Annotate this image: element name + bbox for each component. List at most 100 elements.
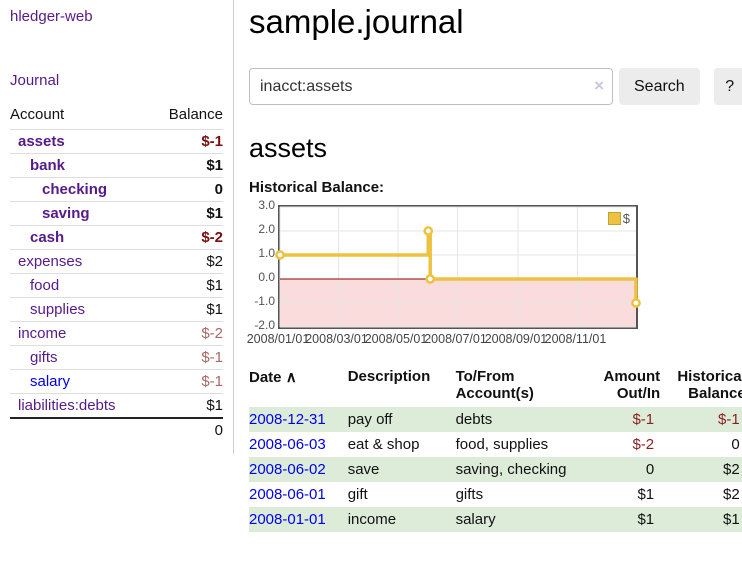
x-axis-tick-label: 2008/05/01 — [364, 332, 428, 346]
transaction-balance: $2 — [723, 461, 740, 478]
account-row: expenses $2 — [10, 249, 223, 274]
account-row: checking 0 — [10, 177, 223, 202]
transaction-accounts: food, supplies — [455, 436, 549, 453]
register-header[interactable]: Date ∧ — [249, 369, 297, 386]
main-content: sample.journal × Search ? assets Histori… — [234, 0, 742, 532]
account-row: salary $-1 — [10, 369, 223, 394]
account-balance: $2 — [150, 249, 223, 274]
account-balance: $-1 — [150, 129, 223, 154]
account-balance: 0 — [150, 177, 223, 202]
account-link[interactable]: cash — [30, 229, 65, 246]
x-axis-tick-label: 2008/03/01 — [305, 332, 368, 346]
search-input[interactable] — [249, 68, 613, 105]
transaction-description: pay off — [347, 411, 393, 428]
accounts-header-account: Account — [10, 106, 65, 123]
historical-balance-chart[interactable]: $3.0 2.0 1.0 0.0 -1.0 -2.0 2008/01/01 2008/03/0… — [247, 198, 742, 347]
account-balance: $1 — [150, 393, 223, 418]
transaction-amount: $1 — [637, 486, 655, 503]
account-balance: $1 — [150, 273, 223, 298]
y-axis-tick-label: -2.0 — [254, 318, 275, 332]
account-link[interactable]: saving — [42, 205, 90, 222]
account-link[interactable]: assets — [18, 133, 65, 150]
sidebar: hledger-web Journal Account Balance asse… — [0, 0, 234, 454]
sidebar-item-journal[interactable]: Journal — [10, 72, 60, 89]
transaction-date-link[interactable]: 2008-12-31 — [249, 411, 326, 428]
account-row: gifts $-1 — [10, 345, 223, 370]
account-heading: assets — [249, 133, 328, 163]
account-link[interactable]: checking — [42, 181, 108, 198]
transaction-row[interactable]: 2008-06-01 gift gifts $1 $2 — [249, 482, 742, 507]
transaction-row[interactable]: 2008-01-01 income salary $1 $1 — [249, 507, 742, 532]
transaction-row[interactable]: 2008-12-31 pay off debts $-1 $-1 — [249, 407, 742, 432]
x-axis-tick-label: 2008/11/01 — [544, 332, 607, 346]
account-row: cash $-2 — [10, 225, 223, 250]
chart-plot-area[interactable]: $ — [275, 205, 641, 329]
transaction-amount: $-1 — [632, 411, 655, 428]
transaction-accounts: gifts — [455, 486, 484, 503]
register-table: Date ∧ Description To/From Account(s) Amount… — [249, 366, 742, 532]
transaction-row[interactable]: 2008-06-03 eat & shop food, supplies $-2 0 — [249, 432, 742, 457]
transaction-balance: $1 — [723, 511, 740, 528]
accounts-total-value: 0 — [150, 417, 223, 442]
transaction-date-link[interactable]: 2008-01-01 — [249, 511, 326, 528]
x-axis-tick-label: 2008/09/01 — [484, 332, 548, 346]
account-balance: $-2 — [150, 321, 223, 346]
account-link[interactable]: supplies — [30, 301, 86, 318]
transaction-balance: $2 — [723, 486, 740, 503]
account-row: supplies $1 — [10, 297, 223, 322]
account-link[interactable]: gifts — [30, 349, 58, 366]
account-row: food $1 — [10, 273, 223, 298]
help-button[interactable]: ? — [713, 68, 742, 105]
chart-legend: $ — [605, 210, 632, 227]
account-row: assets $-1 — [10, 129, 223, 154]
clear-search-icon[interactable]: × — [594, 76, 604, 95]
search-button[interactable]: Search — [619, 68, 700, 105]
register-header: Historical Balance — [677, 368, 742, 402]
account-balance: $-2 — [150, 225, 223, 250]
register-header: To/From Account(s) — [455, 368, 534, 402]
account-balance: $-1 — [150, 369, 223, 394]
transaction-description: save — [347, 461, 380, 478]
chart-label: Historical Balance: — [249, 179, 385, 196]
transaction-date-link[interactable]: 2008-06-03 — [249, 436, 326, 453]
account-link[interactable]: liabilities:debts — [18, 397, 116, 414]
account-link[interactable]: income — [18, 325, 67, 342]
legend-swatch-icon — [607, 212, 621, 225]
transaction-row[interactable]: 2008-06-02 save saving, checking 0 $2 — [249, 457, 742, 482]
y-axis-tick-label: 2.0 — [258, 222, 275, 236]
account-link[interactable]: bank — [30, 157, 66, 174]
accounts-total-row: 0 — [10, 417, 223, 442]
transaction-balance: 0 — [731, 436, 740, 453]
y-axis-tick-label: 0.0 — [258, 270, 275, 284]
y-axis-tick-label: 3.0 — [258, 198, 275, 212]
account-link[interactable]: salary — [30, 373, 71, 390]
transaction-date-link[interactable]: 2008-06-01 — [249, 486, 326, 503]
transaction-description: income — [347, 511, 397, 528]
transaction-accounts: salary — [455, 511, 496, 528]
sort-asc-icon: ∧ — [285, 369, 297, 386]
app-title-link[interactable]: hledger-web — [10, 8, 93, 25]
transaction-accounts: debts — [455, 411, 493, 428]
register-header: Description — [347, 368, 431, 385]
account-balance: $1 — [150, 153, 223, 178]
transaction-date-link[interactable]: 2008-06-02 — [249, 461, 326, 478]
accounts-table: Account Balance assets $-1 bank $1 checking 0… — [10, 102, 223, 442]
account-row: income $-2 — [10, 321, 223, 346]
search-form: × Search ? — [249, 68, 742, 105]
accounts-header-balance: Balance — [168, 106, 223, 123]
account-link[interactable]: food — [30, 277, 60, 294]
account-balance: $-1 — [150, 345, 223, 370]
x-axis-tick-label: 2008/01/01 — [246, 332, 310, 346]
account-link[interactable]: expenses — [18, 253, 83, 270]
account-balance: $1 — [150, 297, 223, 322]
page-title: sample.journal — [249, 3, 464, 40]
register-header: Amount Out/In — [603, 368, 661, 402]
y-axis-tick-label: -1.0 — [254, 294, 275, 308]
account-balance: $1 — [150, 201, 223, 226]
legend-label: $ — [622, 211, 630, 226]
account-row: liabilities:debts $1 — [10, 393, 223, 418]
y-axis-tick-label: 1.0 — [258, 246, 275, 260]
x-axis-tick-label: 2008/07/01 — [424, 332, 487, 346]
transaction-amount: 0 — [645, 461, 655, 478]
transaction-description: gift — [347, 486, 368, 503]
